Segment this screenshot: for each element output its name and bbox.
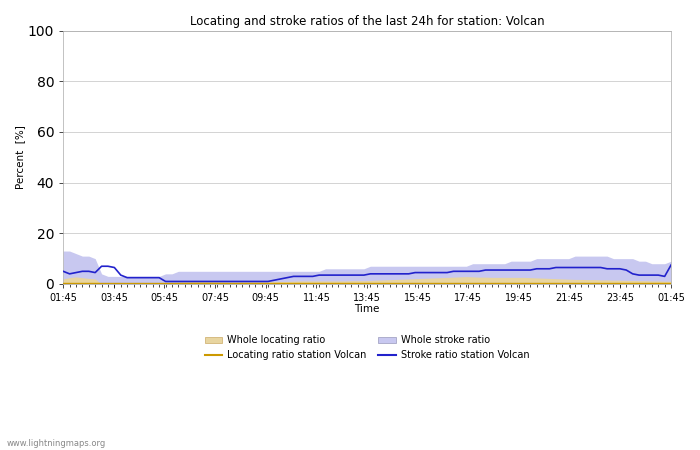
Text: www.lightningmaps.org: www.lightningmaps.org [7, 439, 106, 448]
Title: Locating and stroke ratios of the last 24h for station: Volcan: Locating and stroke ratios of the last 2… [190, 15, 545, 28]
Y-axis label: Percent  [%]: Percent [%] [15, 126, 25, 189]
Legend: Whole locating ratio, Locating ratio station Volcan, Whole stroke ratio, Stroke : Whole locating ratio, Locating ratio sta… [205, 335, 529, 360]
X-axis label: Time: Time [354, 304, 380, 315]
